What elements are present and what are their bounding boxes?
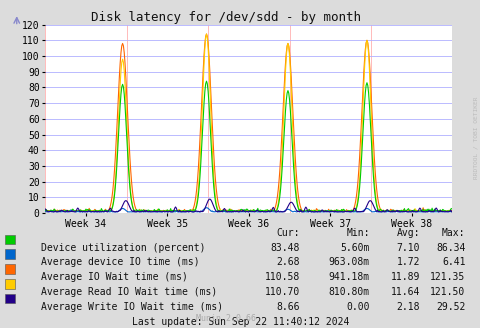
- Text: 810.80m: 810.80m: [328, 287, 369, 297]
- Text: Disk latency for /dev/sdd - by month: Disk latency for /dev/sdd - by month: [91, 11, 360, 25]
- Text: 11.64: 11.64: [390, 287, 419, 297]
- Text: Average device IO time (ms): Average device IO time (ms): [41, 257, 199, 267]
- Text: Average Write IO Wait time (ms): Average Write IO Wait time (ms): [41, 302, 223, 312]
- Text: 6.41: 6.41: [441, 257, 465, 267]
- Text: 121.35: 121.35: [430, 272, 465, 282]
- Text: Munin 2.0.66: Munin 2.0.66: [196, 314, 255, 323]
- Text: 5.60m: 5.60m: [340, 243, 369, 253]
- Text: 2.18: 2.18: [396, 302, 419, 312]
- Text: 8.66: 8.66: [276, 302, 300, 312]
- Text: 2.68: 2.68: [276, 257, 300, 267]
- Text: Min:: Min:: [346, 228, 369, 238]
- Text: RRDTOOL / TOBI OETIKER: RRDTOOL / TOBI OETIKER: [473, 96, 478, 179]
- Text: 0.00: 0.00: [346, 302, 369, 312]
- Text: 941.18m: 941.18m: [328, 272, 369, 282]
- Text: Last update: Sun Sep 22 11:40:12 2024: Last update: Sun Sep 22 11:40:12 2024: [132, 317, 348, 326]
- Text: 86.34: 86.34: [435, 243, 465, 253]
- Text: 121.50: 121.50: [430, 287, 465, 297]
- Text: 110.70: 110.70: [264, 287, 300, 297]
- Text: 110.58: 110.58: [264, 272, 300, 282]
- Text: 11.89: 11.89: [390, 272, 419, 282]
- Text: Avg:: Avg:: [396, 228, 419, 238]
- Text: Average IO Wait time (ms): Average IO Wait time (ms): [41, 272, 187, 282]
- Text: 83.48: 83.48: [270, 243, 300, 253]
- Text: 1.72: 1.72: [396, 257, 419, 267]
- Text: 963.08m: 963.08m: [328, 257, 369, 267]
- Text: 7.10: 7.10: [396, 243, 419, 253]
- Text: Max:: Max:: [441, 228, 465, 238]
- Text: Cur:: Cur:: [276, 228, 300, 238]
- Text: 29.52: 29.52: [435, 302, 465, 312]
- Text: Average Read IO Wait time (ms): Average Read IO Wait time (ms): [41, 287, 216, 297]
- Text: Device utilization (percent): Device utilization (percent): [41, 243, 205, 253]
